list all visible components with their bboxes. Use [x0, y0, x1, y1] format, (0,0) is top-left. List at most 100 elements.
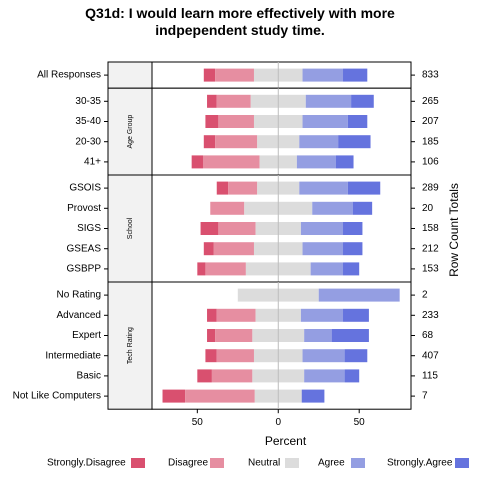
bar-2-3-disagree — [213, 242, 254, 256]
chart-title-line-1: indpependent study time. — [155, 22, 325, 38]
row-total: 7 — [422, 391, 428, 402]
bar-2-2-disagree — [218, 222, 256, 235]
row-label: Advanced — [57, 310, 101, 321]
bar-1-1-strongly-disagree — [205, 115, 219, 128]
bar-1-2-strongly-agree — [338, 135, 371, 149]
legend-swatch-strongly-agree — [455, 458, 469, 468]
bar-3-3-strongly-agree — [344, 349, 368, 363]
bar-0-0-disagree — [215, 68, 254, 82]
bar-3-5-strongly-agree — [301, 389, 325, 403]
row-total: 207 — [422, 116, 439, 127]
bar-1-3-strongly-agree — [335, 155, 354, 169]
bar-1-3-strongly-disagree — [191, 155, 203, 169]
bar-1-2-agree — [299, 135, 339, 149]
bar-3-3-agree — [302, 349, 345, 363]
bar-2-0-strongly-disagree — [216, 181, 229, 195]
x-tick-label: 50 — [354, 417, 366, 428]
row-total: 233 — [422, 310, 439, 321]
legend-label-neutral: Neutral — [248, 458, 280, 469]
x-axis-title: Percent — [265, 434, 307, 448]
bar-1-1-agree — [302, 115, 348, 128]
bar-2-2-strongly-agree — [343, 222, 363, 235]
panel-frame-3 — [151, 281, 412, 410]
row-label: Intermediate — [45, 350, 101, 361]
bar-2-2-strongly-disagree — [200, 222, 219, 235]
row-label: GSBPP — [67, 264, 102, 275]
bar-2-1-strongly-agree — [352, 201, 373, 215]
legend-label-strongly-disagree: Strongly.Disagree — [47, 458, 126, 469]
legend-label-strongly-agree: Strongly.Agree — [387, 458, 453, 469]
bar-2-3-strongly-agree — [343, 242, 363, 256]
panel-strip-label-1: Age Group — [127, 115, 134, 149]
legend-swatch-strongly-disagree — [131, 458, 145, 468]
row-total: 833 — [422, 70, 439, 81]
bar-3-4-agree — [304, 369, 345, 383]
legend-label-agree: Agree — [318, 458, 345, 469]
panel-strip-label-3: Tech Rating — [127, 327, 134, 364]
bar-2-4-strongly-disagree — [197, 262, 206, 276]
row-total: 265 — [422, 96, 439, 107]
bar-0-0-strongly-disagree — [203, 68, 216, 82]
bar-3-4-disagree — [211, 369, 253, 383]
row-total: 185 — [422, 136, 439, 147]
bar-1-2-strongly-disagree — [203, 135, 216, 149]
row-total: 115 — [422, 371, 438, 382]
bar-2-4-strongly-agree — [343, 262, 360, 276]
bar-1-0-agree — [305, 94, 352, 108]
row-total: 407 — [422, 350, 439, 361]
bar-2-4-agree — [310, 262, 344, 276]
row-label: Provost — [67, 203, 101, 214]
bar-1-2-disagree — [215, 135, 258, 149]
bar-3-3-strongly-disagree — [205, 349, 217, 363]
row-total: 153 — [422, 264, 439, 275]
bar-3-4-strongly-agree — [344, 369, 360, 383]
bar-3-2-strongly-disagree — [207, 329, 216, 342]
panel-strip-0 — [107, 61, 153, 89]
bar-1-0-strongly-agree — [351, 94, 374, 108]
bar-2-3-strongly-disagree — [203, 242, 214, 256]
row-total: 2 — [422, 290, 428, 301]
row-total: 68 — [422, 330, 434, 341]
bar-0-0-strongly-agree — [343, 68, 368, 82]
bar-2-1-agree — [312, 201, 353, 215]
bar-3-2-disagree — [215, 329, 253, 342]
bar-0-0-agree — [302, 68, 344, 82]
bar-3-1-disagree — [216, 308, 256, 322]
row-label: 30-35 — [75, 96, 101, 107]
bar-3-0-agree — [318, 288, 400, 302]
row-label: All Responses — [37, 70, 101, 81]
row-label: 41+ — [84, 157, 101, 168]
row-label: SIGS — [77, 223, 101, 234]
bar-2-1-disagree — [210, 201, 245, 215]
row-total: 289 — [422, 183, 439, 194]
bar-2-3-agree — [302, 242, 344, 256]
bar-3-3-disagree — [216, 349, 254, 363]
legend-swatch-disagree — [210, 458, 224, 468]
row-label: 35-40 — [75, 116, 101, 127]
row-label: Basic — [77, 371, 101, 382]
row-total: 20 — [422, 203, 434, 214]
row-total: 212 — [422, 243, 439, 254]
legend-label-disagree: Disagree — [168, 458, 208, 469]
chart-title-line-0: Q31d: I would learn more effectively wit… — [85, 5, 395, 21]
bar-3-4-strongly-disagree — [197, 369, 212, 383]
row-total: 158 — [422, 223, 439, 234]
row-label: GSOIS — [69, 183, 101, 194]
bar-1-3-disagree — [202, 155, 260, 169]
bar-2-0-disagree — [228, 181, 258, 195]
row-label: GSEAS — [67, 243, 102, 254]
row-total: 106 — [422, 157, 439, 168]
bar-3-1-strongly-disagree — [207, 308, 217, 322]
bar-2-2-agree — [300, 222, 344, 235]
panel-strip-label-2: School — [127, 217, 134, 239]
bar-3-1-strongly-agree — [343, 308, 369, 322]
bar-1-0-strongly-disagree — [207, 94, 217, 108]
bar-1-3-agree — [296, 155, 336, 169]
row-label: Expert — [72, 330, 101, 341]
bar-2-0-strongly-agree — [347, 181, 381, 195]
bar-2-4-disagree — [205, 262, 246, 276]
legend-swatch-neutral — [285, 458, 299, 468]
row-label: 20-30 — [75, 136, 101, 147]
